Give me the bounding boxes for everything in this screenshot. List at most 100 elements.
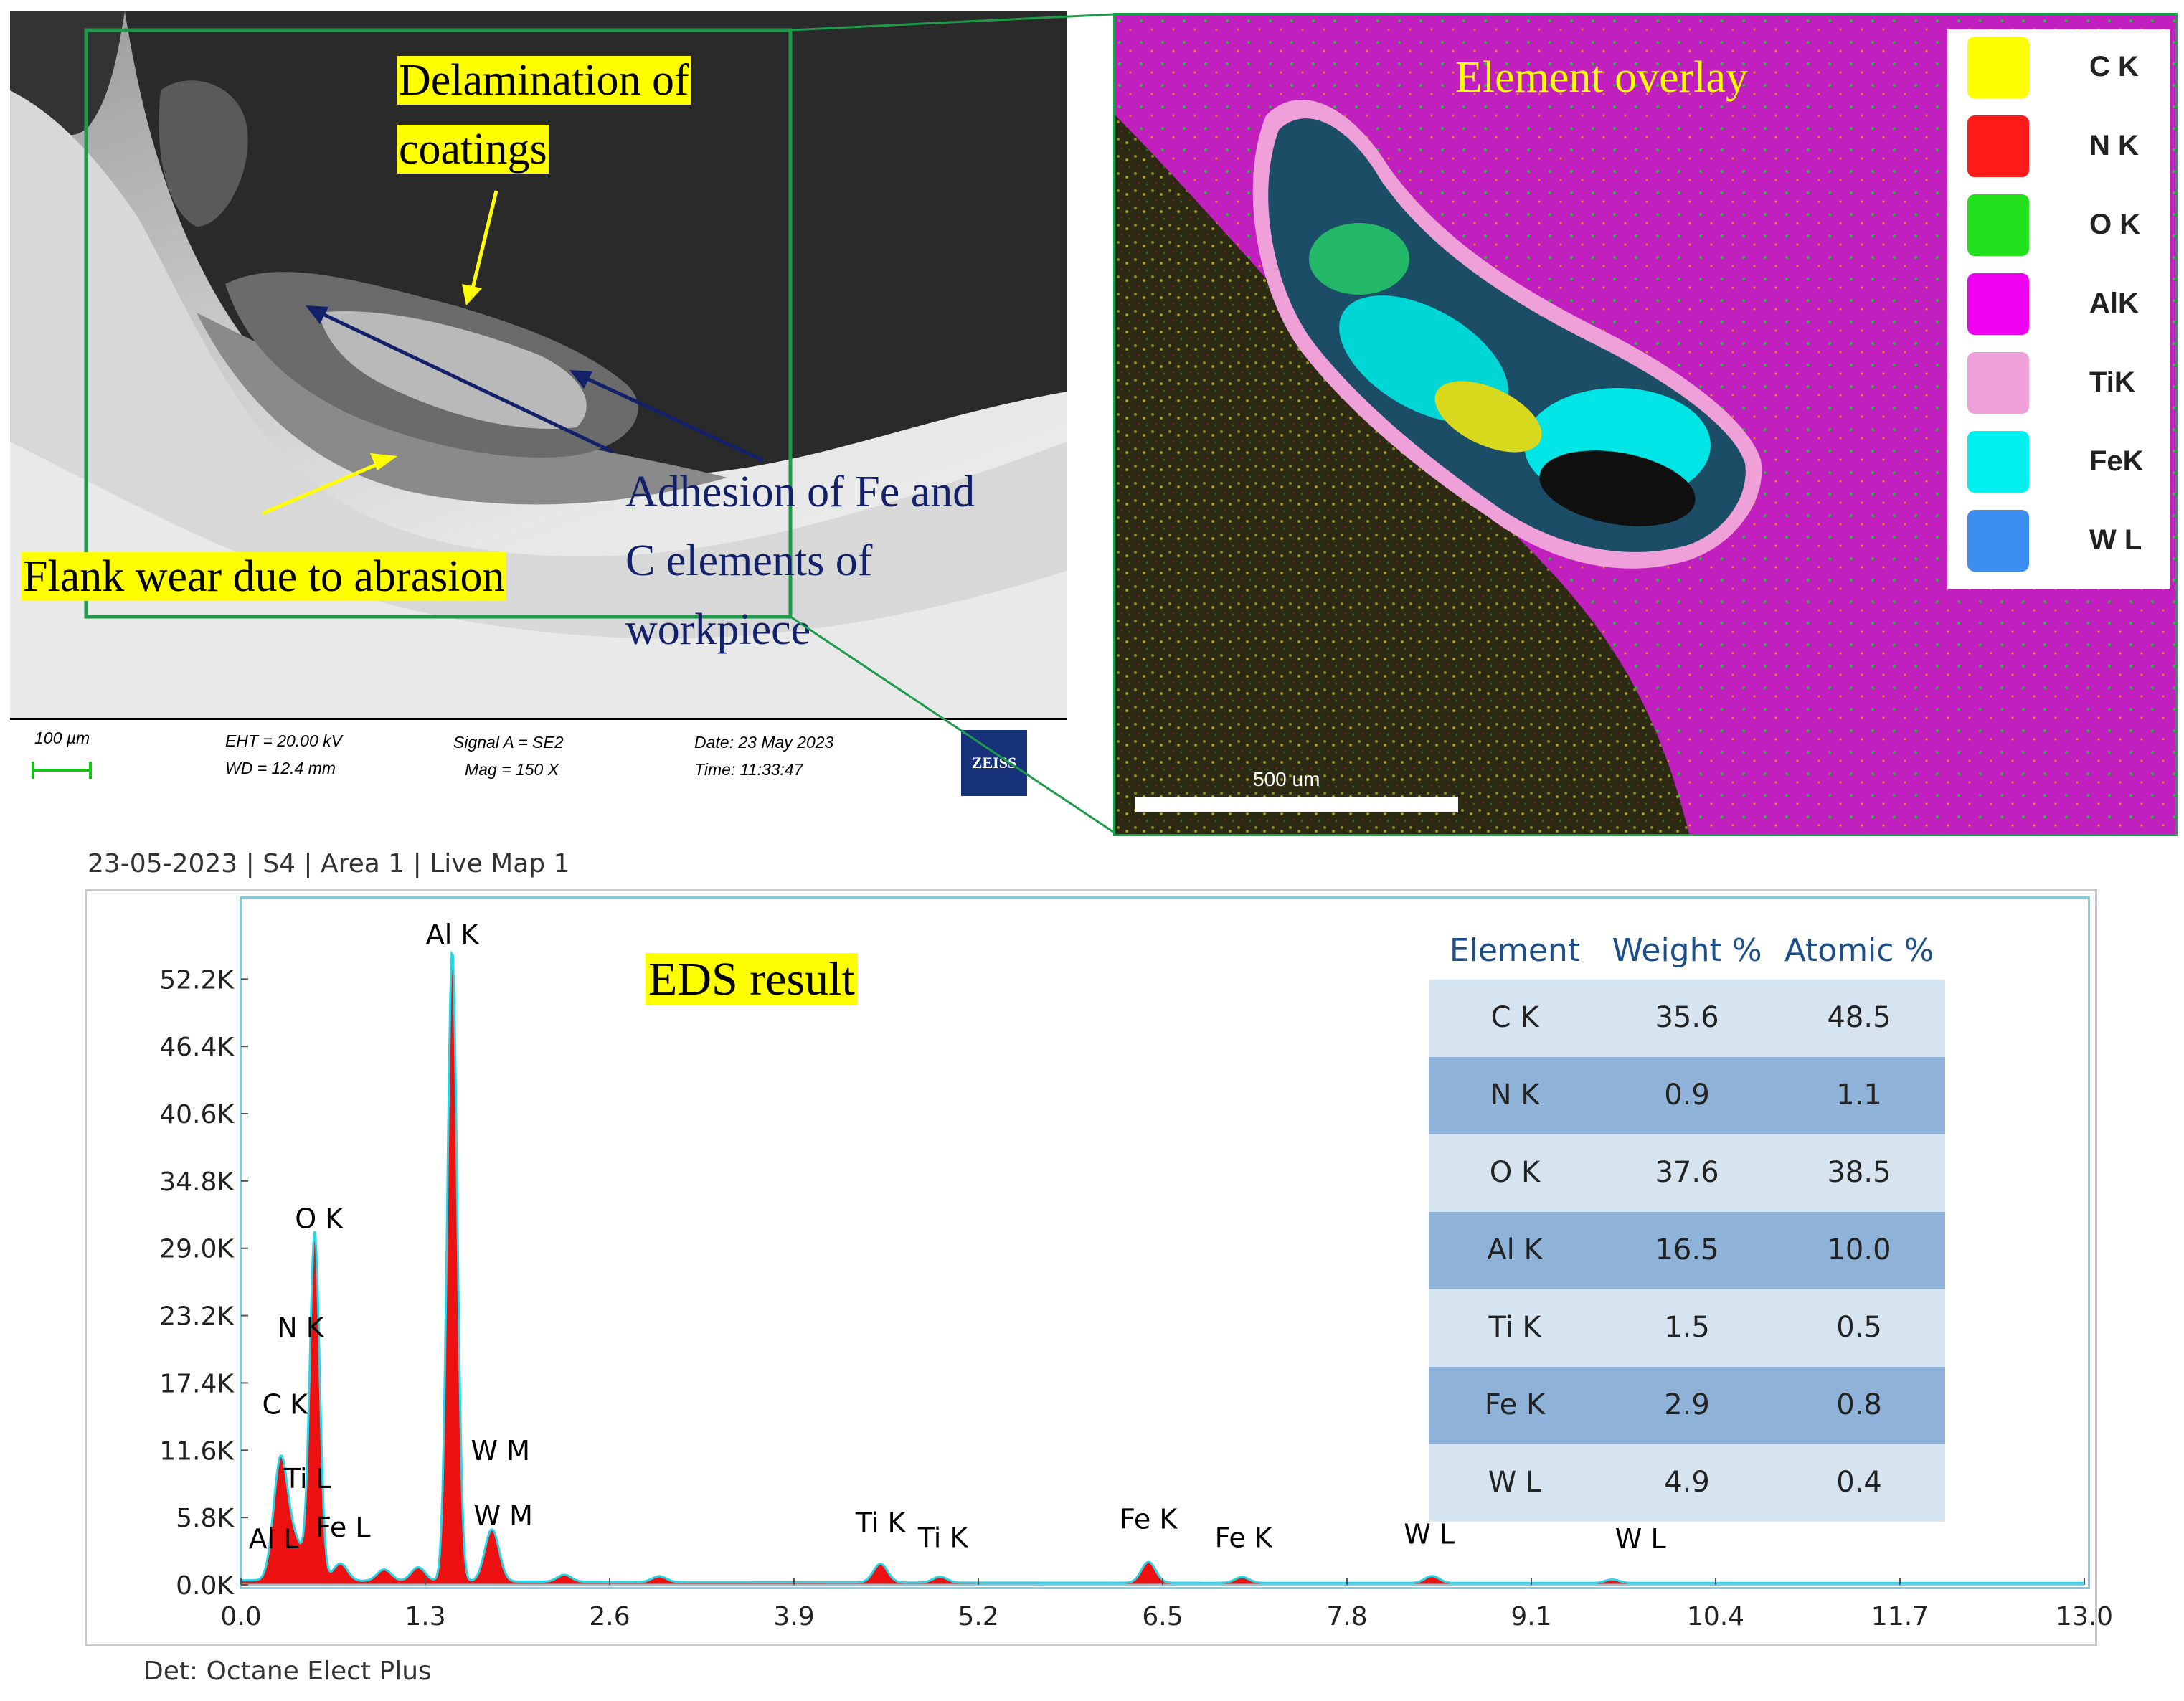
eds-header: 23-05-2023 | S4 | Area 1 | Live Map 1 xyxy=(88,849,570,878)
legend-label: TiK xyxy=(2089,366,2135,398)
table-cell-atomic: 48.5 xyxy=(1827,1001,1891,1034)
x-tick-label: 13.0 xyxy=(2056,1602,2113,1631)
element-overlay-title: Element overlay xyxy=(1455,53,1748,102)
table-cell-element: Ti K xyxy=(1488,1311,1541,1344)
adhesion-label: Adhesion of Fe and C elements of workpie… xyxy=(625,468,975,654)
mag-text: Mag = 150 X xyxy=(465,760,559,779)
legend-swatch xyxy=(1967,115,2029,177)
table-cell-weight: 1.5 xyxy=(1664,1311,1710,1344)
sem-info-bar: 100 µm EHT = 20.00 kV WD = 12.4 mm Signa… xyxy=(10,718,1067,803)
element-legend: C K N K O K AlK TiK FeK W L xyxy=(1947,29,2170,589)
legend-label: O K xyxy=(2089,209,2141,240)
table-cell-atomic: 0.8 xyxy=(1836,1388,1882,1421)
legend-swatch xyxy=(1967,510,2029,572)
legend-swatch xyxy=(1967,194,2029,256)
eds-footer: Det: Octane Elect Plus xyxy=(143,1657,432,1686)
table-row: Fe K 2.9 0.8 xyxy=(1429,1367,1945,1444)
peak-label: Fe L xyxy=(316,1512,370,1543)
y-tick-label: 52.2K xyxy=(159,965,235,995)
legend-item-c: C K xyxy=(1967,37,2168,98)
x-tick-label: 0.0 xyxy=(220,1602,261,1631)
table-header-element: Element xyxy=(1449,932,1581,969)
peak-label: Ti K xyxy=(917,1522,969,1554)
peak-label: Al L xyxy=(249,1523,299,1555)
legend-item-al: AlK xyxy=(1967,273,2168,335)
map-scale-label: 500 um xyxy=(1253,768,1320,790)
x-tick-label: 11.7 xyxy=(1871,1602,1929,1631)
delamination-label: Delamination of coatings xyxy=(397,56,691,174)
flank-wear-label: Flank wear due to abrasion xyxy=(22,552,506,601)
eht-text: EHT = 20.00 kV xyxy=(225,731,342,750)
y-tick-label: 17.4K xyxy=(159,1369,235,1398)
x-tick-label: 6.5 xyxy=(1142,1602,1183,1631)
legend-item-n: N K xyxy=(1967,115,2168,177)
table-cell-weight: 4.9 xyxy=(1664,1466,1710,1499)
map-scale-bar xyxy=(1135,797,1458,812)
table-cell-atomic: 10.0 xyxy=(1827,1233,1891,1266)
y-tick-label: 29.0K xyxy=(159,1235,235,1264)
element-map-panel: Element overlay C K N K O K AlK TiK FeK xyxy=(1113,13,2178,836)
legend-item-fe: FeK xyxy=(1967,431,2168,493)
table-row: W L 4.9 0.4 xyxy=(1429,1444,1945,1522)
y-tick-label: 34.8K xyxy=(159,1167,235,1197)
x-tick-label: 10.4 xyxy=(1687,1602,1744,1631)
x-tick-label: 9.1 xyxy=(1511,1602,1551,1631)
table-row: Al K 16.5 10.0 xyxy=(1429,1212,1945,1289)
peak-label: W L xyxy=(1404,1519,1455,1550)
table-row: Ti K 1.5 0.5 xyxy=(1429,1289,1945,1367)
legend-label: C K xyxy=(2089,51,2139,82)
eds-title: EDS result xyxy=(646,952,858,1007)
legend-swatch xyxy=(1967,37,2029,98)
y-tick-label: 40.6K xyxy=(159,1100,235,1129)
peak-label: N K xyxy=(277,1312,325,1344)
table-cell-atomic: 0.5 xyxy=(1836,1311,1882,1344)
peak-label: Al K xyxy=(426,919,480,950)
table-cell-weight: 37.6 xyxy=(1655,1156,1719,1189)
legend-item-w: W L xyxy=(1967,510,2168,572)
peak-label: Ti L xyxy=(283,1463,331,1494)
time-text: Time: 11:33:47 xyxy=(694,760,803,779)
x-tick-label: 1.3 xyxy=(405,1602,445,1631)
sem-scale-bar xyxy=(32,760,92,780)
legend-label: N K xyxy=(2089,130,2139,161)
date-text: Date: 23 May 2023 xyxy=(694,733,834,752)
peak-label: Fe K xyxy=(1215,1522,1273,1554)
peak-label: O K xyxy=(295,1203,344,1235)
peak-label: Fe K xyxy=(1120,1504,1178,1535)
x-tick-label: 5.2 xyxy=(958,1602,998,1631)
table-header-weight: Weight % xyxy=(1612,932,1762,969)
sem-scale-label: 100 µm xyxy=(34,729,90,747)
peak-label: Ti K xyxy=(855,1507,907,1539)
y-tick-label: 46.4K xyxy=(159,1033,235,1062)
x-tick-label: 3.9 xyxy=(773,1602,814,1631)
table-cell-weight: 2.9 xyxy=(1664,1388,1710,1421)
table-cell-element: O K xyxy=(1489,1156,1541,1189)
table-cell-element: C K xyxy=(1490,1001,1539,1034)
peak-label: C K xyxy=(263,1388,309,1420)
table-cell-element: Fe K xyxy=(1484,1388,1546,1421)
wd-text: WD = 12.4 mm xyxy=(225,759,336,777)
table-cell-atomic: 38.5 xyxy=(1827,1156,1891,1189)
table-cell-atomic: 0.4 xyxy=(1836,1466,1882,1499)
legend-label: W L xyxy=(2089,524,2142,556)
legend-label: FeK xyxy=(2089,445,2144,477)
peak-label: W L xyxy=(1615,1523,1666,1555)
x-tick-label: 7.8 xyxy=(1326,1602,1367,1631)
table-row: O K 37.6 38.5 xyxy=(1429,1134,1945,1212)
table-cell-weight: 35.6 xyxy=(1655,1001,1719,1034)
table-cell-weight: 16.5 xyxy=(1655,1233,1719,1266)
inset-connector-lines xyxy=(790,13,1114,833)
table-cell-element: Al K xyxy=(1487,1233,1543,1266)
peak-label: W M xyxy=(474,1500,533,1532)
peak-label: W M xyxy=(471,1435,530,1467)
y-tick-label: 23.2K xyxy=(159,1302,235,1332)
y-tick-label: 0.0K xyxy=(176,1571,235,1601)
table-cell-element: N K xyxy=(1490,1079,1540,1112)
signal-text: Signal A = SE2 xyxy=(453,733,564,752)
sem-image-panel: Delamination of coatings Flank wear due … xyxy=(10,11,1067,803)
table-row: C K 35.6 48.5 xyxy=(1429,980,1945,1057)
x-tick-label: 2.6 xyxy=(589,1602,630,1631)
y-tick-label: 5.8K xyxy=(176,1504,235,1533)
legend-label: AlK xyxy=(2089,288,2139,319)
